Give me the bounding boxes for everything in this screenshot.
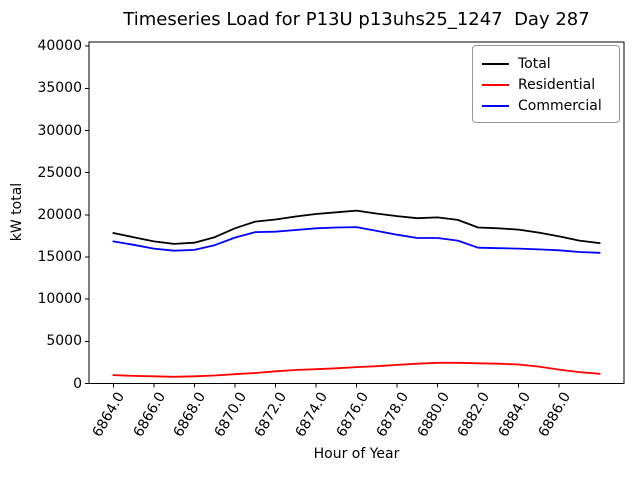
y-tick-label: 30000 bbox=[37, 122, 82, 139]
y-tick-label: 35000 bbox=[37, 80, 82, 97]
legend-label-commercial: Commercial bbox=[518, 97, 602, 114]
legend-label-residential: Residential bbox=[518, 76, 596, 93]
y-tick-label: 20000 bbox=[37, 206, 82, 223]
legend: Total Residential Commercial bbox=[472, 45, 620, 123]
y-tick-label: 0 bbox=[73, 375, 82, 392]
legend-entry-residential: Residential bbox=[482, 74, 611, 95]
y-tick-label: 5000 bbox=[46, 333, 82, 350]
series-line-commercial bbox=[112, 226, 601, 254]
chart-title: Timeseries Load for P13U p13uhs25_1247 D… bbox=[123, 9, 590, 30]
legend-label-total: Total bbox=[518, 55, 551, 72]
x-axis-label: Hour of Year bbox=[313, 446, 400, 462]
legend-line-residential-icon bbox=[482, 83, 509, 86]
legend-line-commercial-icon bbox=[482, 104, 509, 107]
y-tick-label: 10000 bbox=[37, 291, 82, 308]
y-tick-label: 40000 bbox=[37, 38, 82, 55]
y-tick-label: 25000 bbox=[37, 164, 82, 181]
legend-entry-commercial: Commercial bbox=[482, 95, 611, 116]
legend-entry-total: Total bbox=[482, 53, 611, 74]
series-line-residential bbox=[112, 361, 601, 378]
legend-line-total-icon bbox=[482, 62, 509, 65]
series-line-total bbox=[112, 209, 601, 245]
y-tick-label: 15000 bbox=[37, 249, 82, 266]
